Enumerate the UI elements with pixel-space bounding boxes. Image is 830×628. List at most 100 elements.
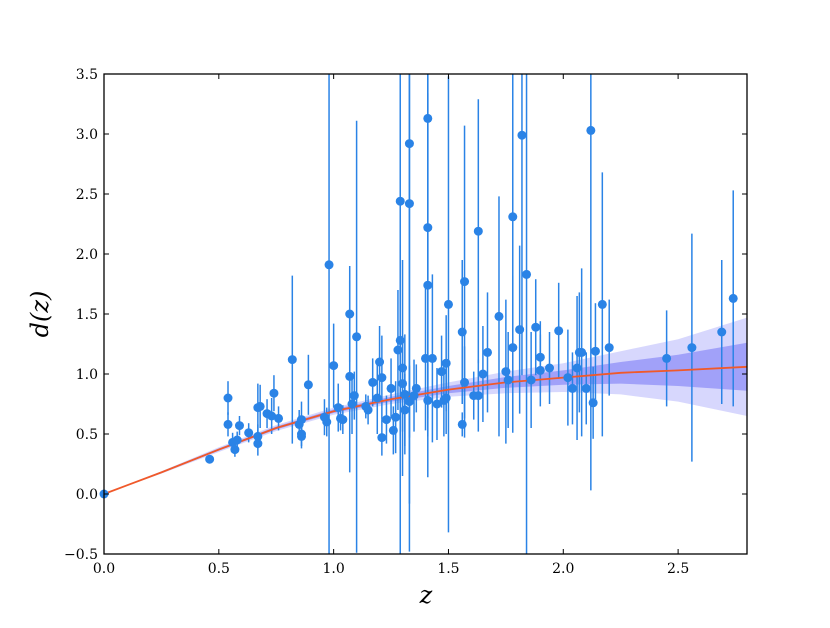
data-point bbox=[232, 435, 242, 445]
data-point bbox=[508, 212, 518, 222]
data-point bbox=[662, 353, 672, 363]
data-point bbox=[423, 395, 433, 405]
data-point bbox=[508, 343, 518, 353]
data-point bbox=[577, 347, 587, 357]
y-tick-label: 3.5 bbox=[76, 67, 98, 83]
data-point bbox=[535, 352, 545, 362]
data-point bbox=[255, 401, 265, 411]
data-point bbox=[432, 399, 442, 409]
data-point bbox=[460, 377, 470, 387]
data-point bbox=[427, 353, 437, 363]
data-point bbox=[409, 391, 419, 401]
fit-curve-group bbox=[103, 365, 748, 495]
data-point bbox=[503, 375, 513, 385]
data-point bbox=[338, 415, 348, 425]
data-point bbox=[372, 393, 382, 403]
y-tick-label: 1.0 bbox=[76, 367, 98, 383]
axis-ticks: 0.0 0.5 1.0 1.5 2.0 2.5−0.50.00.51.01.52.02.5… bbox=[64, 67, 747, 577]
data-point bbox=[386, 383, 396, 393]
data-point bbox=[586, 125, 596, 135]
data-point bbox=[572, 363, 582, 373]
data-point bbox=[296, 415, 306, 425]
data-point bbox=[375, 357, 385, 367]
data-point bbox=[253, 431, 263, 441]
data-point bbox=[404, 139, 414, 149]
data-point bbox=[515, 325, 525, 335]
x-tick-label: 0.0 bbox=[93, 561, 115, 577]
data-point bbox=[590, 346, 600, 356]
data-point bbox=[531, 322, 541, 332]
data-point bbox=[457, 419, 467, 429]
data-point bbox=[398, 379, 408, 389]
data-point bbox=[329, 361, 339, 371]
data-point bbox=[253, 439, 263, 449]
data-point bbox=[567, 383, 577, 393]
data-point bbox=[535, 365, 545, 375]
y-tick-label: 0.5 bbox=[76, 427, 98, 443]
data-point bbox=[563, 373, 573, 383]
data-point bbox=[395, 335, 405, 345]
y-tick-label: −0.5 bbox=[64, 547, 98, 563]
data-point bbox=[517, 130, 527, 140]
error-bars bbox=[208, 74, 734, 554]
data-point bbox=[368, 377, 378, 387]
data-point bbox=[274, 413, 284, 423]
data-point bbox=[391, 412, 401, 422]
y-tick-label: 0.0 bbox=[76, 487, 98, 503]
fit-curve bbox=[103, 365, 748, 495]
data-point bbox=[441, 358, 451, 368]
data-point bbox=[398, 363, 408, 373]
x-axis-label: z bbox=[419, 581, 433, 609]
data-point bbox=[347, 399, 357, 409]
data-point bbox=[400, 405, 410, 415]
data-point bbox=[377, 433, 387, 443]
data-point bbox=[322, 417, 332, 427]
data-point bbox=[223, 393, 233, 403]
data-point bbox=[287, 355, 297, 365]
data-point bbox=[483, 347, 493, 357]
data-point bbox=[324, 260, 334, 270]
data-point bbox=[421, 353, 430, 363]
data-point bbox=[411, 383, 421, 393]
data-point bbox=[554, 326, 564, 336]
data-points bbox=[99, 113, 738, 499]
y-tick-label: 2.5 bbox=[76, 187, 98, 203]
y-tick-label: 2.0 bbox=[76, 247, 98, 263]
data-point bbox=[393, 345, 403, 355]
data-point bbox=[400, 389, 410, 399]
data-point bbox=[296, 431, 306, 441]
data-point bbox=[377, 373, 387, 383]
data-point bbox=[381, 415, 391, 425]
data-point bbox=[473, 391, 483, 401]
data-point bbox=[404, 199, 414, 209]
x-tick-label: 2.5 bbox=[667, 561, 689, 577]
data-point bbox=[526, 375, 536, 385]
data-point bbox=[522, 269, 532, 279]
data-point bbox=[441, 393, 451, 403]
y-tick-label: 3.0 bbox=[76, 127, 98, 143]
data-point bbox=[267, 411, 277, 421]
data-point bbox=[460, 277, 470, 287]
data-point bbox=[388, 425, 398, 435]
data-point bbox=[395, 196, 405, 206]
data-point bbox=[345, 309, 355, 319]
data-point bbox=[728, 293, 738, 303]
data-point bbox=[269, 388, 279, 398]
data-point bbox=[581, 383, 591, 393]
data-point bbox=[717, 327, 727, 337]
data-point bbox=[352, 332, 362, 342]
data-point bbox=[205, 454, 215, 464]
data-point bbox=[588, 398, 598, 408]
x-tick-label: 1.5 bbox=[437, 561, 459, 577]
y-tick-label: 1.5 bbox=[76, 307, 98, 323]
data-point bbox=[333, 403, 343, 413]
x-tick-label: 2.0 bbox=[552, 561, 574, 577]
x-tick-label: 0.5 bbox=[208, 561, 230, 577]
data-point bbox=[545, 363, 555, 373]
data-point bbox=[363, 405, 373, 415]
data-point bbox=[597, 299, 607, 309]
data-point bbox=[494, 311, 504, 321]
data-point bbox=[604, 343, 614, 353]
